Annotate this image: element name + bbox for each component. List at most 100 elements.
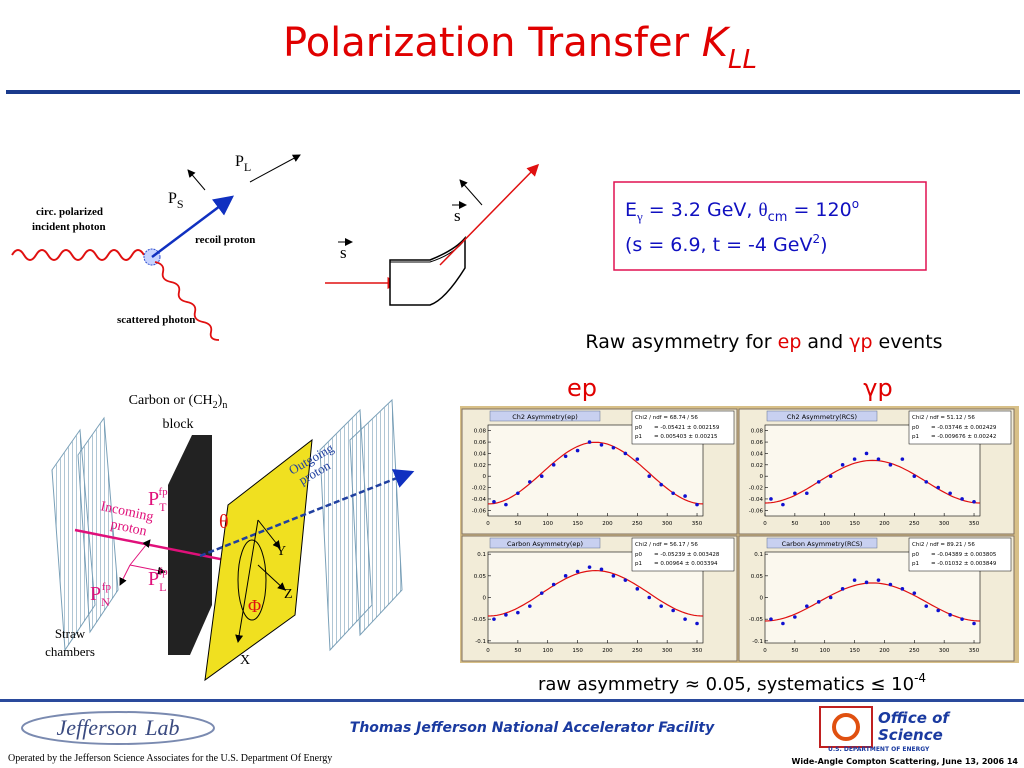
data-point (659, 604, 663, 608)
y-tick-label: -0.04 (472, 497, 487, 503)
scattered-photon (154, 261, 220, 341)
s-label: s (454, 206, 461, 225)
scattered-label: scattered photon (117, 314, 195, 326)
data-point (828, 595, 833, 600)
text: θ (759, 200, 768, 221)
data-point (635, 457, 640, 461)
recoil-label: recoil proton (195, 234, 255, 246)
data-point (539, 591, 544, 595)
x-tick-label: 350 (692, 648, 703, 654)
text: γp (849, 331, 872, 353)
data-point (683, 617, 687, 621)
x-tick-label: 150 (849, 521, 860, 527)
chambers-label: chambers (45, 644, 95, 659)
y-tick-label: -0.1 (752, 639, 763, 645)
pt-arrow (129, 539, 151, 566)
stats-chi2: Chi2 / ndf = 51.12 / 56 (912, 415, 975, 421)
data-point (659, 482, 663, 487)
y-tick-label: -0.06 (472, 508, 487, 514)
data-point (924, 604, 929, 608)
data-point (695, 502, 699, 507)
x-tick-label: 0 (763, 521, 767, 527)
stats-chi2: Chi2 / ndf = 89.21 / 56 (912, 542, 975, 548)
stats-box (631, 410, 735, 445)
x-tick-label: 150 (849, 648, 860, 654)
x-tick-label: 100 (819, 521, 830, 527)
stats-param-name: p0 (912, 552, 919, 558)
y-tick-label: -0.06 (749, 508, 764, 514)
stats-param-value: = -0.01032 ± 0.003849 (931, 561, 997, 567)
y-tick-label: 0.1 (477, 552, 486, 558)
y-tick-label: 0.06 (474, 440, 487, 446)
data-point (528, 604, 532, 608)
x-tick-label: 50 (791, 648, 798, 654)
x-tick-label: 0 (763, 648, 767, 654)
text: raw asymmetry ≈ 0.05, systematics ≤ 10 (538, 674, 914, 695)
data-point (599, 567, 604, 572)
stats-param-value: = 0.00964 ± 0.003394 (654, 561, 718, 567)
stats-param-value: = -0.04389 ± 0.003805 (931, 552, 997, 558)
data-point (504, 502, 508, 507)
x-tick-label: 250 (909, 648, 920, 654)
x-tick-label: 300 (662, 521, 673, 527)
plot-title-box (766, 410, 878, 422)
fit-curve (487, 569, 704, 617)
lab-logo-ring (21, 711, 215, 745)
data-point (912, 474, 917, 478)
x-tick-label: 300 (662, 648, 673, 654)
symbol: P (148, 568, 159, 590)
plot-title-box (766, 537, 878, 549)
data-point (563, 454, 568, 459)
sub: cm (768, 210, 788, 225)
sub: N (101, 595, 110, 609)
operator: Operated by the Jefferson Science Associ… (8, 753, 332, 764)
data-point (888, 582, 893, 587)
y-tick-label: -0.04 (749, 497, 764, 503)
data-point (816, 600, 821, 604)
x-tick-label: 100 (542, 648, 553, 654)
doe-logo-mark (832, 713, 860, 741)
data-point (960, 497, 964, 501)
text: Lab (144, 715, 179, 740)
data-point (840, 463, 845, 467)
y-tick-label: -0.02 (472, 486, 486, 492)
text: and (801, 331, 849, 353)
stats-param-name: p0 (635, 552, 642, 558)
outgoing-proton (199, 469, 415, 558)
pn-arrow (119, 564, 131, 586)
incident-photon (11, 249, 145, 261)
plot-title-box (489, 410, 601, 422)
stats-param-name: p1 (912, 561, 919, 567)
sup: o (852, 197, 859, 211)
lab-logo: Jefferson Lab (57, 715, 180, 740)
stats-chi2: Chi2 / ndf = 56.17 / 56 (635, 542, 698, 548)
symbol: P (148, 488, 159, 510)
data-point (876, 457, 881, 461)
detector-diagram: Carbon or (CH2)n block Incoming proton O… (45, 393, 415, 682)
plot: 0 50 100 150 200 250 300 350 -0.06 -0.04 -0.02 0 0.0… (461, 408, 738, 535)
y-tick-label: 0.08 (474, 429, 487, 435)
data-point (972, 499, 976, 504)
axis-z (257, 564, 286, 591)
data-point (888, 463, 893, 467)
data-point (551, 463, 556, 467)
text: = 3.2 GeV, (643, 199, 759, 221)
symbol: P (90, 583, 101, 605)
x-tick-label: 350 (969, 648, 980, 654)
x-tick-label: 250 (909, 521, 920, 527)
sup: fp (102, 581, 112, 593)
data-point (671, 491, 675, 496)
data-point (492, 617, 496, 621)
pt-label: PTfp (148, 486, 168, 514)
compton-diagram: PL PS circ. polarized incident photon re… (11, 153, 301, 341)
plot: 0 50 100 150 200 250 300 350 -0.1 -0.05 0 0.05 0.1 Ca… (738, 535, 1015, 662)
data-point (864, 451, 869, 456)
ps-label: PS (168, 190, 184, 211)
footer-rule (0, 699, 1024, 702)
data-point (516, 610, 520, 615)
x-tick-label: 0 (486, 648, 490, 654)
data-point (900, 587, 905, 591)
data-point (828, 474, 833, 478)
block-label: block (162, 417, 193, 432)
